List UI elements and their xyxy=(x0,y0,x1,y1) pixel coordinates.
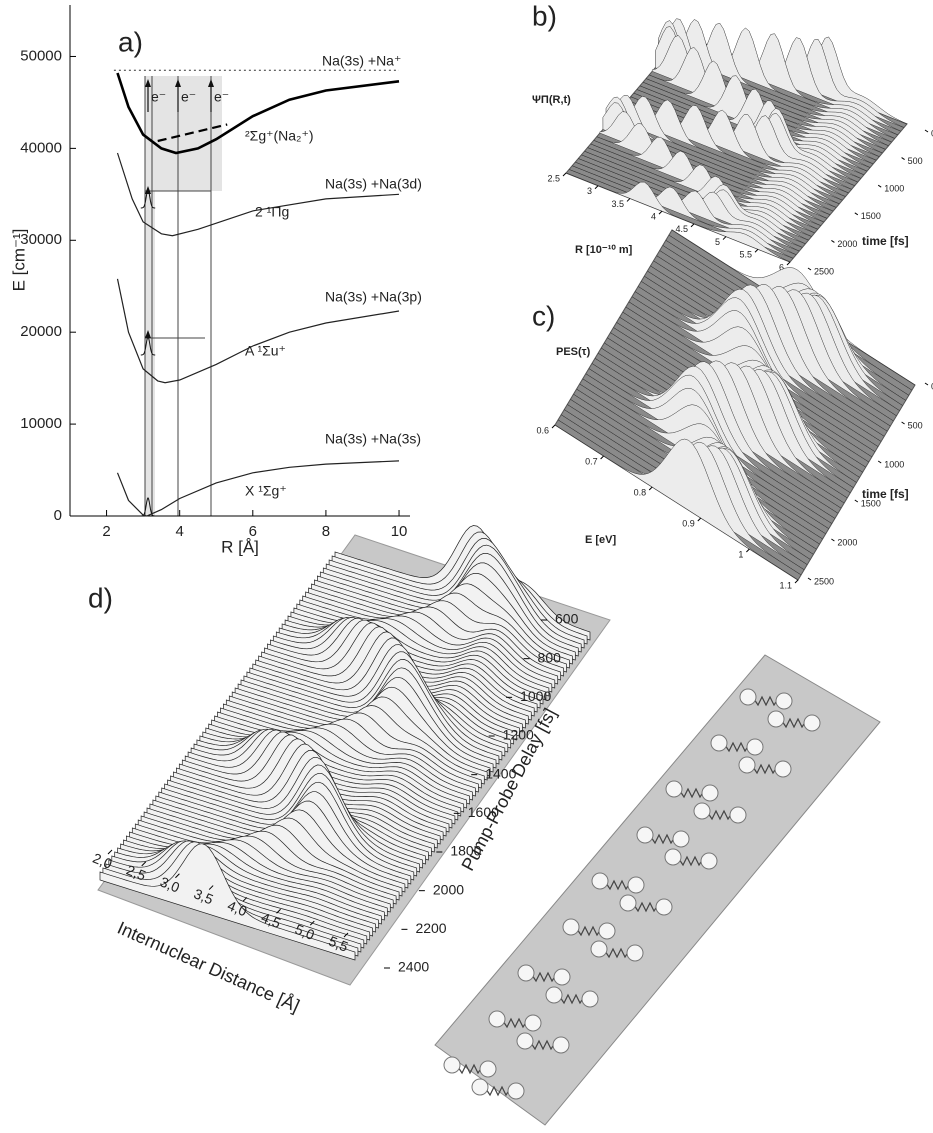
atom xyxy=(508,1083,524,1099)
x-tick-label: 4 xyxy=(176,523,184,540)
atom xyxy=(673,831,689,847)
z-axis-label: ΨΠ(R,t) xyxy=(532,94,571,106)
atom xyxy=(444,1057,460,1073)
y-tick-label: 2000 xyxy=(433,881,464,897)
y-tick-label: 1000 xyxy=(884,184,904,194)
atom xyxy=(701,853,717,869)
atom xyxy=(627,945,643,961)
annotation: e⁻ xyxy=(214,89,229,105)
y-tick-label: 500 xyxy=(908,156,923,166)
y-tick-label: 2000 xyxy=(837,537,857,547)
atom xyxy=(656,899,672,915)
y-axis-label: time [fs] xyxy=(862,487,909,501)
y-tick-label: 2400 xyxy=(398,959,429,975)
figure: 24681001000020000300004000050000R [Å]E [… xyxy=(0,0,933,1128)
atom xyxy=(554,969,570,985)
x-tick-label: 5 xyxy=(715,237,720,247)
x-tick-label: 10 xyxy=(391,523,408,540)
annotation: e⁻ xyxy=(181,89,196,105)
annotation: Na(3s) +Na⁺ xyxy=(322,53,401,69)
y-tick-label: 50000 xyxy=(20,47,62,64)
atom xyxy=(775,761,791,777)
atom xyxy=(711,735,727,751)
atom xyxy=(739,757,755,773)
y-axis-label: E [cm⁻¹] xyxy=(9,229,28,292)
y-tick-label: 1000 xyxy=(520,688,551,704)
atom xyxy=(592,873,608,889)
y-tick-label: 2200 xyxy=(415,920,446,936)
atom xyxy=(546,987,562,1003)
atom xyxy=(582,991,598,1007)
atom xyxy=(768,711,784,727)
atom xyxy=(804,715,820,731)
x-axis-label: R [Å] xyxy=(221,537,259,556)
annotation: A ¹Σu⁺ xyxy=(245,343,286,359)
x-tick-label: 2 xyxy=(102,523,110,540)
atom xyxy=(747,739,763,755)
y-tick-label: 600 xyxy=(555,611,579,627)
x-tick-label: 0.9 xyxy=(682,518,695,528)
atom xyxy=(666,781,682,797)
atom xyxy=(518,965,534,981)
annotation: Na(3s) +Na(3s) xyxy=(325,431,421,447)
y-tick-label: 1500 xyxy=(861,211,881,221)
x-tick-label: 0.8 xyxy=(634,487,647,497)
panel-label: d) xyxy=(88,582,113,613)
x-tick-label: 5.5 xyxy=(739,250,752,260)
annotation: Na(3s) +Na(3d) xyxy=(325,176,422,192)
atom xyxy=(702,785,718,801)
shaded-band xyxy=(145,191,155,516)
annotation: ²Σg⁺(Na₂⁺) xyxy=(245,128,314,144)
y-tick-label: 0 xyxy=(54,507,62,524)
atom xyxy=(591,941,607,957)
panel-label: c) xyxy=(532,300,555,331)
x-axis-label: E [eV] xyxy=(585,534,617,546)
z-axis-label: PES(τ) xyxy=(556,346,591,358)
y-tick-label: 40000 xyxy=(20,139,62,156)
y-tick-label: 800 xyxy=(538,649,562,665)
annotation: X ¹Σg⁺ xyxy=(245,483,287,499)
atom xyxy=(525,1015,541,1031)
atom xyxy=(480,1061,496,1077)
atom xyxy=(489,1011,505,1027)
atom xyxy=(563,919,579,935)
y-tick-label: 10000 xyxy=(20,415,62,432)
panel-label: a) xyxy=(118,26,143,57)
x-tick-label: 4.5 xyxy=(675,224,688,234)
atom xyxy=(620,895,636,911)
annotation: Na(3s) +Na(3p) xyxy=(325,289,422,305)
x-tick-label: 0.7 xyxy=(585,456,598,466)
y-axis-label: time [fs] xyxy=(862,234,909,248)
x-axis-label: R [10⁻¹⁰ m] xyxy=(575,244,633,256)
y-tick-label: 1000 xyxy=(884,459,904,469)
x-tick-label: 3 xyxy=(587,186,592,196)
x-tick-label: 0.6 xyxy=(536,425,549,435)
x-tick-label: 1 xyxy=(738,549,743,559)
x-tick-label: 3.5 xyxy=(611,199,624,209)
atom xyxy=(665,849,681,865)
atom xyxy=(628,877,644,893)
y-tick-label: 20000 xyxy=(20,323,62,340)
atom xyxy=(517,1033,533,1049)
atom xyxy=(553,1037,569,1053)
panel-label: b) xyxy=(532,0,557,31)
atom xyxy=(472,1079,488,1095)
atom xyxy=(740,689,756,705)
y-tick-label: 2500 xyxy=(814,266,834,276)
x-tick-label: 4 xyxy=(651,212,656,222)
y-tick-label: 2500 xyxy=(814,576,834,586)
x-tick-label: 1.1 xyxy=(779,580,792,590)
atom xyxy=(694,803,710,819)
annotation: 2 ¹Πg xyxy=(255,204,289,220)
y-tick-label: 2000 xyxy=(837,239,857,249)
atom xyxy=(637,827,653,843)
x-tick-label: 2.5 xyxy=(547,173,560,183)
x-tick-label: 8 xyxy=(322,523,330,540)
annotation: e⁻ xyxy=(151,89,166,105)
y-tick-label: 500 xyxy=(908,420,923,430)
atom xyxy=(776,693,792,709)
atom xyxy=(599,923,615,939)
atom xyxy=(730,807,746,823)
